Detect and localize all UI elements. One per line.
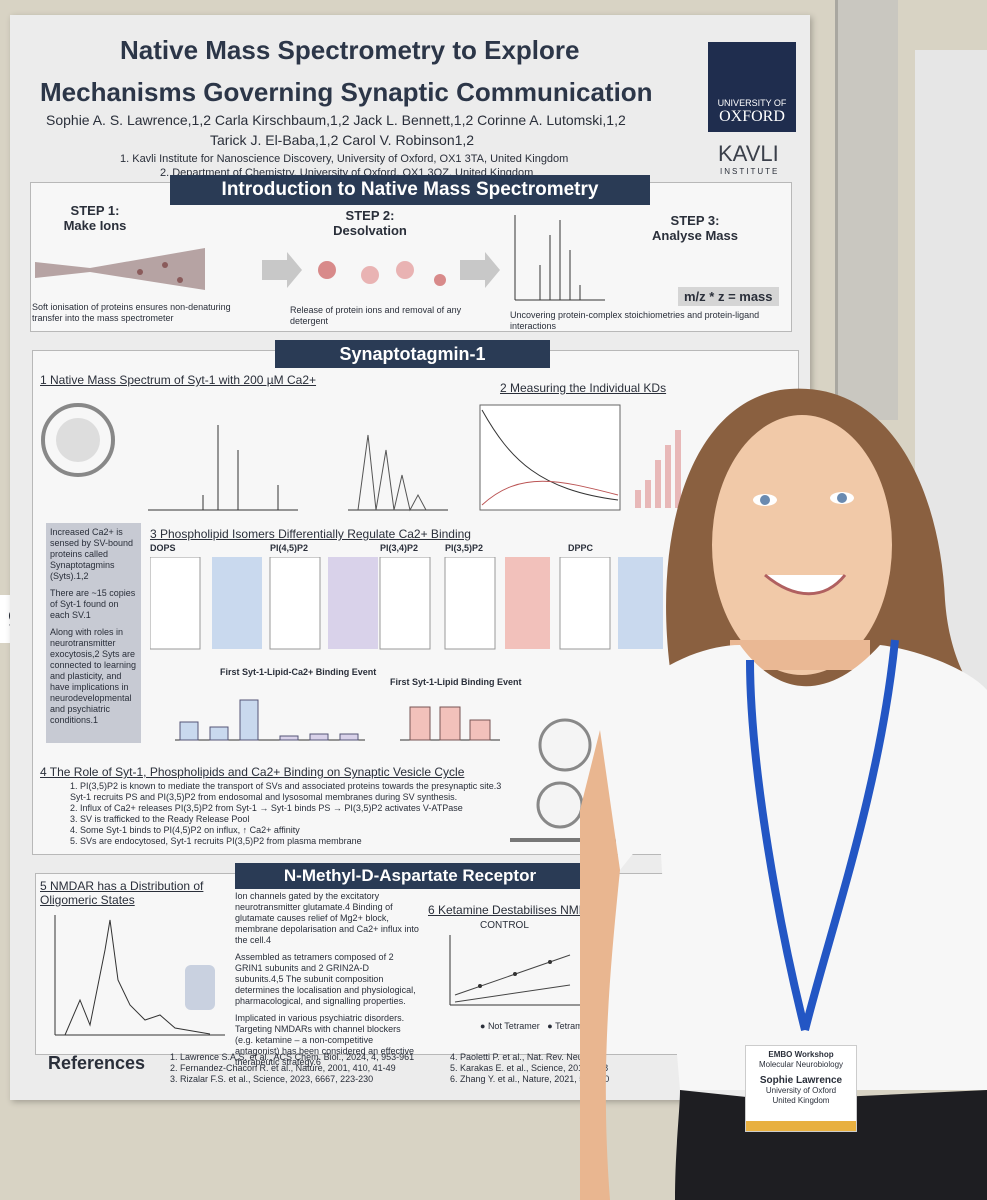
badge-text: EMBO [768, 1050, 793, 1059]
subsection: 4 The Role of Syt-1, Phospholipids and C… [40, 765, 465, 779]
lipid-label: DPPC [568, 543, 594, 553]
ketamine-plot [449, 935, 580, 1006]
step-caption: Soft ionisation of proteins ensures non-… [32, 302, 231, 323]
sidebar-text: There are ~15 copies of Syt-1 found on e… [50, 588, 136, 620]
reference: 4. Paoletti P. et al., Nat. Rev. Neurosc… [450, 1052, 605, 1062]
section-heading: Synaptotagmin-1 [275, 340, 550, 368]
nmdar-paragraph: Implicated in various psychiatric disord… [235, 1013, 414, 1067]
reference: 6. Zhang Y. et al., Nature, 2021, 596, 3… [450, 1074, 610, 1084]
reference: 5. Karakas E. et al., Science, 2014, 618 [450, 1063, 609, 1073]
step-title: STEP 2: Desolvation [320, 208, 420, 238]
section-heading: N-Methyl-D-Aspartate Receptor [235, 863, 585, 889]
badge-text: University of Oxford [765, 1086, 837, 1095]
kavli-logo: KAVLI INSTITUTE [680, 141, 800, 176]
plot-title: First Syt-1-Lipid Binding Event [390, 677, 522, 687]
reference: 2. Fernandez-Chacon R. et al., Nature, 2… [170, 1063, 396, 1073]
step-label: STEP 2: [345, 208, 395, 223]
sidebar-text: Along with roles in neurotransmitter exo… [50, 627, 137, 725]
logo-text: UNIVERSITY OF [717, 98, 787, 108]
kd-figure [479, 404, 681, 511]
step-label: STEP 3: [670, 213, 720, 228]
subsection: 2 Measuring the Individual KDs [500, 381, 667, 395]
sidebar: Increased Ca2+ is sensed by SV-bound pro… [46, 523, 141, 743]
references-heading: References [48, 1053, 146, 1073]
logo-text: KAVLI [718, 141, 779, 166]
title-line: Mechanisms Governing Synaptic Communicat… [40, 77, 653, 107]
lipid-label: PI(3,4)P2 [380, 543, 419, 553]
nmdar-spectrum [54, 915, 225, 1036]
nmdar-paragraph: Assembled as tetramers composed of 2 GRI… [235, 952, 416, 1006]
references: 4. Paoletti P. et al., Nat. Rev. Neurosc… [450, 1052, 609, 1085]
plot-title: First Syt-1-Lipid-Ca2+ Binding Event [220, 667, 377, 677]
subsection: 1 Native Mass Spectrum of Syt-1 with 200… [40, 373, 317, 387]
cycle-list: 1. PI(3,5)P2 is known to mediate the tra… [70, 781, 510, 847]
reference: 3. Rizalar F.S. et al., Science, 2023, 6… [170, 1074, 374, 1084]
plot-title: CONTROL [480, 920, 529, 931]
nmdar-paragraph: Ion channels gated by the excitatory neu… [235, 891, 419, 945]
affiliation: 1. Kavli Institute for Nanoscience Disco… [120, 153, 569, 165]
step-title: STEP 3: Analyse Mass [640, 213, 750, 243]
legend-label: Tetramer [555, 1021, 591, 1031]
intro-spectrum [514, 215, 605, 301]
authors: Sophie A. S. Lawrence,1,2 Carla Kirschba… [46, 112, 626, 128]
reference: 1. Lawrence S.A.S. et al., ACS Chem. Bio… [170, 1052, 415, 1062]
cycle-item: 1. PI(3,5)P2 is known to mediate the tra… [70, 781, 502, 802]
step-label: STEP 1: [70, 203, 120, 218]
badge-text: Molecular Neurobiology [758, 1060, 844, 1069]
legend: ● Not Tetramer ● Tetramer [480, 1021, 591, 1031]
binding-bars [175, 699, 500, 741]
legend-label: Not Tetramer [487, 1021, 540, 1031]
step-caption: Release of protein ions and removal of a… [290, 305, 462, 326]
cycle-item: 3. SV is trafficked to the Ready Release… [70, 814, 250, 824]
cycle-item: 4. Some Syt-1 binds to PI(4,5)P2 on infl… [70, 825, 300, 835]
lipid-label: PI(4,5)P2 [270, 543, 309, 553]
subsection: 6 Ketamine Destabilises NMDAR [428, 903, 605, 917]
lipid-label: DOPS [150, 543, 176, 553]
badge-text: EMBO Workshop [746, 1050, 856, 1060]
badge-name: Sophie Lawrence [759, 1075, 843, 1086]
sidebar-text: Increased Ca2+ is sensed by SV-bound pro… [50, 527, 134, 581]
logo-text: INSTITUTE [720, 167, 780, 176]
step-name: Make Ions [63, 218, 127, 233]
subsection: 3 Phospholipid Isomers Differentially Re… [150, 527, 471, 541]
cycle-item: 5. SVs are endocytosed, Syt-1 recruits P… [70, 836, 362, 846]
name-badge: EMBO Workshop Molecular Neurobiology Sop… [745, 1045, 857, 1132]
title-line: Native Mass Spectrometry to Explore [120, 35, 580, 65]
cycle-item: 2. Influx of Ca2+ releases PI(3,5)P2 fro… [70, 803, 463, 813]
step-name: Desolvation [333, 223, 407, 238]
step-name: Analyse Mass [652, 228, 738, 243]
subsection: 5 NMDAR has a Distribution of Oligomeric… [40, 879, 204, 907]
oxford-logo: UNIVERSITY OF OXFORD [708, 42, 796, 132]
references: 1. Lawrence S.A.S. et al., ACS Chem. Bio… [170, 1052, 414, 1085]
badge-stripe [746, 1121, 856, 1131]
person [580, 388, 987, 1200]
nmdar-text: Ion channels gated by the excitatory neu… [235, 891, 420, 1068]
lipid-spectra [150, 557, 663, 650]
badge-text: United Kingdom [772, 1096, 830, 1105]
step-title: STEP 1: Make Ions [50, 203, 140, 233]
section-heading: Introduction to Native Mass Spectrometry [170, 175, 650, 205]
authors: Tarick J. El-Baba,1,2 Carol V. Robinson1… [210, 132, 475, 148]
intro-graphics [35, 248, 500, 290]
spectrum-figure [41, 403, 448, 512]
badge-text: Workshop [794, 1050, 834, 1059]
display-post [835, 0, 898, 420]
step-caption: Uncovering protein-complex stoichiometri… [510, 310, 760, 331]
formula: m/z * z = mass [678, 287, 779, 306]
lipid-label: PI(3,5)P2 [445, 543, 484, 553]
logo-text: OXFORD [719, 108, 785, 125]
